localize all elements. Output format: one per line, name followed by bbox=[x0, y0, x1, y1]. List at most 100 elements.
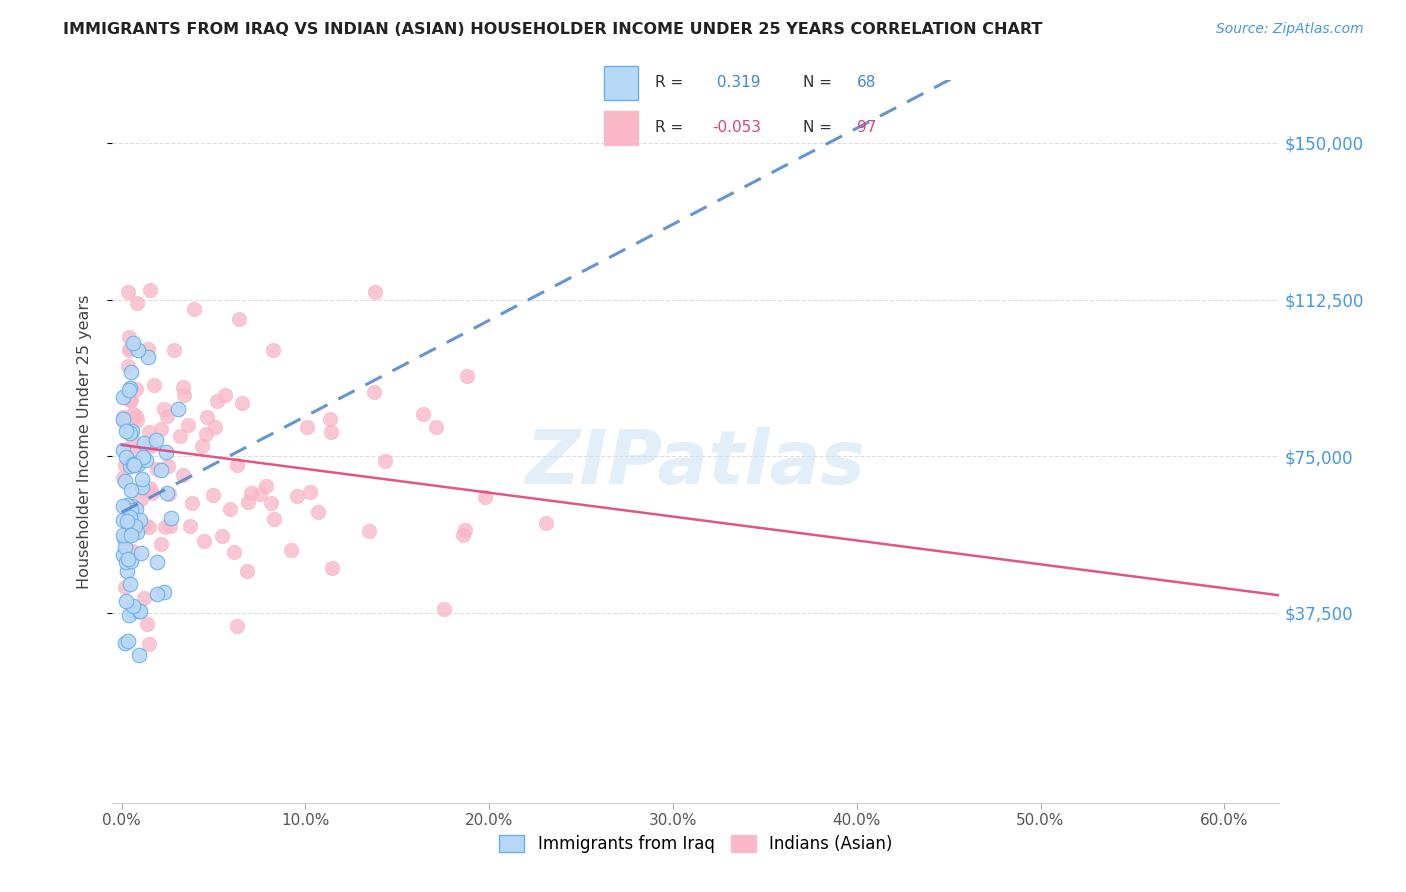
Point bbox=[138, 425, 160, 440]
Point bbox=[146, 461, 169, 475]
Point bbox=[141, 486, 163, 500]
Point bbox=[254, 479, 277, 493]
Point bbox=[474, 490, 496, 504]
Point bbox=[195, 410, 218, 425]
Point bbox=[214, 388, 236, 402]
Point bbox=[120, 393, 142, 408]
Point bbox=[121, 499, 143, 513]
Point bbox=[150, 537, 173, 551]
Point bbox=[121, 520, 143, 534]
Point bbox=[225, 458, 247, 473]
Point bbox=[363, 384, 385, 399]
Point bbox=[157, 487, 180, 501]
Point bbox=[534, 516, 557, 531]
Text: N =: N = bbox=[803, 76, 832, 90]
Point bbox=[121, 524, 143, 539]
Point bbox=[262, 343, 284, 358]
Point bbox=[155, 409, 177, 424]
Point bbox=[173, 388, 195, 402]
Point bbox=[139, 481, 162, 495]
Point bbox=[374, 454, 396, 468]
Point bbox=[295, 419, 318, 434]
Point bbox=[117, 528, 139, 542]
Point bbox=[111, 528, 134, 542]
Point bbox=[111, 410, 134, 425]
Point bbox=[125, 382, 148, 396]
Point bbox=[131, 472, 153, 486]
Text: 0.319: 0.319 bbox=[711, 76, 761, 90]
Point bbox=[122, 434, 145, 448]
Point bbox=[425, 420, 447, 434]
Point bbox=[451, 527, 474, 541]
Point bbox=[134, 517, 156, 532]
Point bbox=[412, 407, 434, 421]
Point bbox=[111, 414, 134, 428]
Text: R =: R = bbox=[655, 76, 683, 90]
Point bbox=[193, 534, 215, 549]
Legend: Immigrants from Iraq, Indians (Asian): Immigrants from Iraq, Indians (Asian) bbox=[492, 828, 900, 860]
Point bbox=[114, 540, 136, 554]
Point bbox=[127, 456, 149, 470]
Point bbox=[114, 458, 136, 472]
Point bbox=[169, 429, 191, 443]
Point bbox=[160, 511, 183, 525]
Point bbox=[127, 296, 149, 310]
Point bbox=[166, 401, 188, 416]
Point bbox=[112, 548, 135, 562]
Point bbox=[236, 564, 259, 578]
Point bbox=[114, 580, 136, 594]
Point bbox=[202, 488, 225, 502]
Point bbox=[138, 350, 160, 364]
Point bbox=[260, 496, 283, 510]
Point bbox=[118, 426, 141, 441]
Point bbox=[121, 457, 143, 471]
Text: N =: N = bbox=[803, 120, 832, 135]
Point bbox=[153, 585, 176, 599]
Point bbox=[121, 424, 143, 438]
Text: ZIPatlas: ZIPatlas bbox=[526, 426, 866, 500]
Text: Source: ZipAtlas.com: Source: ZipAtlas.com bbox=[1216, 22, 1364, 37]
FancyBboxPatch shape bbox=[605, 111, 638, 145]
Text: 97: 97 bbox=[858, 120, 876, 135]
Point bbox=[205, 393, 228, 408]
Point bbox=[117, 285, 139, 300]
Point bbox=[231, 395, 253, 409]
Point bbox=[307, 505, 329, 519]
Point bbox=[194, 426, 217, 441]
Point bbox=[364, 285, 387, 299]
Point bbox=[111, 390, 134, 404]
Point bbox=[138, 520, 160, 534]
Point bbox=[129, 604, 152, 618]
Point bbox=[115, 499, 138, 513]
Point bbox=[122, 458, 145, 473]
Point bbox=[118, 577, 141, 591]
Point bbox=[298, 484, 321, 499]
Point bbox=[139, 283, 162, 297]
Point bbox=[118, 343, 141, 357]
Point bbox=[454, 523, 477, 537]
Y-axis label: Householder Income Under 25 years: Householder Income Under 25 years bbox=[77, 294, 91, 589]
Point bbox=[222, 545, 245, 559]
Text: R =: R = bbox=[655, 120, 683, 135]
Point bbox=[225, 619, 247, 633]
Point bbox=[179, 519, 201, 533]
Point bbox=[155, 444, 177, 458]
Point bbox=[111, 513, 134, 527]
Point bbox=[143, 377, 166, 392]
Point bbox=[118, 509, 141, 524]
Point bbox=[149, 422, 172, 436]
Point bbox=[146, 555, 169, 569]
Point bbox=[135, 453, 157, 467]
Point bbox=[120, 392, 142, 407]
Point bbox=[280, 542, 302, 557]
Point bbox=[129, 491, 152, 506]
Text: IMMIGRANTS FROM IRAQ VS INDIAN (ASIAN) HOUSEHOLDER INCOME UNDER 25 YEARS CORRELA: IMMIGRANTS FROM IRAQ VS INDIAN (ASIAN) H… bbox=[63, 22, 1043, 37]
Point bbox=[287, 489, 309, 503]
Point bbox=[118, 384, 141, 398]
Point bbox=[321, 561, 343, 575]
Point bbox=[121, 544, 143, 558]
Point bbox=[152, 401, 174, 416]
Point bbox=[127, 343, 149, 357]
Text: -0.053: -0.053 bbox=[711, 120, 761, 135]
Point bbox=[115, 593, 138, 607]
